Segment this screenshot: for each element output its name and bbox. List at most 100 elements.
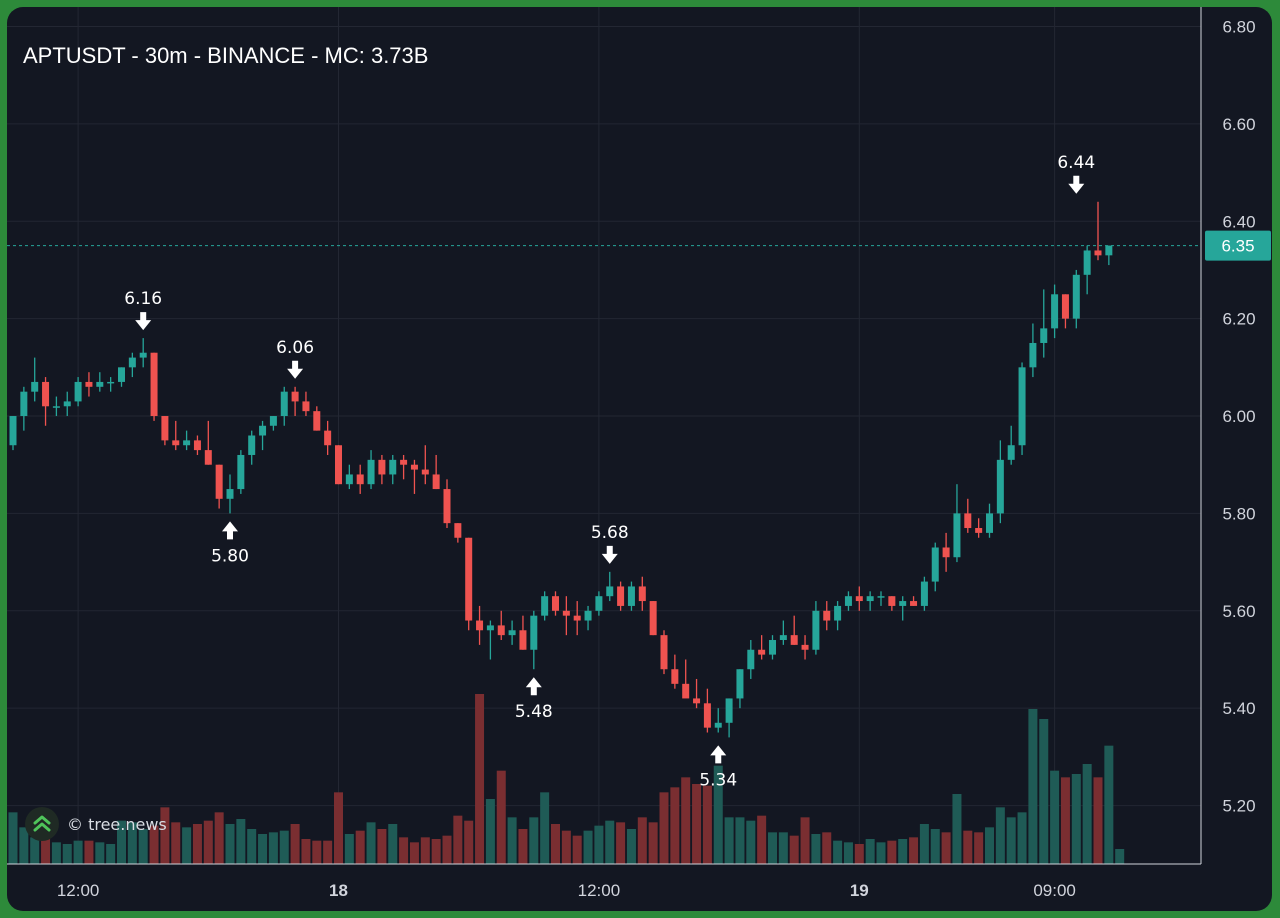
- low-price-label: 5.48: [515, 702, 553, 722]
- volume-bar: [963, 830, 973, 864]
- candle-body: [1083, 250, 1091, 275]
- candle-body: [660, 635, 668, 670]
- candle-body: [1018, 367, 1026, 446]
- candle-body: [291, 391, 299, 402]
- high-price-label: 5.68: [591, 523, 629, 543]
- annotation-layer: 6.16 5.80 6.06 5.48 5.68 5.34 6.44: [124, 153, 1095, 791]
- chart-title: APTUSDT - 30m - BINANCE - MC: 3.73B: [23, 43, 429, 68]
- price-tick-label: 6.40: [1222, 212, 1255, 231]
- candle-body: [562, 610, 570, 616]
- candle-body: [714, 722, 722, 728]
- candle-body: [617, 586, 625, 606]
- candle-body: [519, 630, 527, 650]
- volume-bar: [1071, 774, 1081, 864]
- low-price-label: 5.80: [211, 546, 249, 566]
- candle-body: [378, 459, 386, 475]
- high-price-label: 6.44: [1057, 153, 1095, 173]
- volume-bar: [344, 834, 354, 864]
- candle-body: [638, 586, 646, 602]
- volume-bar: [1115, 849, 1125, 864]
- volume-bar: [258, 834, 268, 864]
- arrow-down-icon: [601, 545, 618, 564]
- candle-body: [465, 537, 473, 621]
- candle-body: [107, 381, 115, 384]
- candle-body: [888, 596, 896, 606]
- volume-bar: [995, 807, 1005, 864]
- volume-bar: [1093, 777, 1103, 864]
- volume-bar: [171, 822, 181, 864]
- low-price-label: 5.34: [699, 770, 737, 790]
- candle-body: [335, 445, 342, 485]
- candle-body: [410, 464, 418, 470]
- volume-bar: [681, 777, 691, 864]
- arrow-down-icon: [287, 360, 304, 379]
- candle-body: [595, 596, 603, 611]
- volume-bar: [1104, 745, 1114, 864]
- volume-bar: [355, 830, 365, 864]
- candle-body: [345, 474, 353, 485]
- candle-body: [421, 469, 429, 475]
- candle-body: [42, 381, 50, 407]
- candle-body: [259, 425, 267, 436]
- price-tick-label: 6.20: [1222, 310, 1255, 329]
- volume-bar: [84, 840, 94, 864]
- price-tick-label: 6.80: [1222, 17, 1255, 36]
- tree-logo-icon: [25, 807, 59, 841]
- volume-bar: [19, 827, 29, 864]
- candle-body: [280, 391, 288, 417]
- volume-bar: [637, 817, 647, 864]
- price-tick-label: 6.60: [1222, 115, 1255, 134]
- candle-body: [812, 610, 820, 650]
- candle-body: [389, 459, 397, 475]
- candle-body: [834, 605, 842, 621]
- candle-body: [779, 635, 787, 641]
- time-tick-label: 12:00: [578, 881, 621, 900]
- candle-body: [953, 513, 961, 558]
- time-tick-label: 09:00: [1033, 881, 1076, 900]
- candle-body: [986, 513, 993, 533]
- candle-body: [855, 596, 863, 602]
- candle-body: [237, 454, 245, 490]
- candlestick-chart[interactable]: 6.16 5.80 6.06 5.48 5.68 5.34 6.44 6.80 6.60 6.4…: [7, 7, 1272, 911]
- candle-body: [400, 459, 408, 465]
- volume-bar: [138, 829, 148, 864]
- volume-bar: [453, 815, 463, 864]
- candle-body: [866, 596, 874, 602]
- candle-body: [248, 435, 256, 455]
- volume-bar: [192, 824, 202, 864]
- volume-bar: [887, 840, 897, 864]
- candle-body: [183, 440, 191, 446]
- volume-bar: [594, 825, 604, 864]
- candle-body: [31, 381, 39, 392]
- candle-body: [118, 367, 125, 382]
- grid-layer: [7, 7, 1201, 864]
- candle-body: [1051, 294, 1059, 329]
- candle-body: [52, 406, 60, 408]
- candle-body: [476, 620, 484, 631]
- volume-bar: [236, 819, 246, 864]
- candle-body: [769, 640, 776, 655]
- candle-body: [226, 489, 234, 499]
- arrow-up-icon: [710, 745, 727, 764]
- candle-layer: [9, 201, 1113, 738]
- candle-body: [128, 357, 136, 368]
- chart-frame: 6.16 5.80 6.06 5.48 5.68 5.34 6.44 6.80 6.60 6.4…: [7, 7, 1272, 911]
- candle-body: [693, 698, 701, 704]
- volume-bar: [127, 822, 137, 864]
- candle-body: [899, 601, 907, 606]
- volume-bar: [247, 829, 257, 864]
- volume-bar: [724, 817, 734, 864]
- candle-body: [606, 586, 614, 597]
- last-price-tag: [1205, 230, 1271, 261]
- candle-body: [324, 430, 332, 446]
- candle-body: [497, 625, 505, 636]
- candle-body: [356, 474, 364, 485]
- axis-layer: 6.80 6.60 6.40 6.20 6.00 5.80 5.60 5.40 5.20 12:0…: [7, 7, 1271, 900]
- candle-body: [703, 703, 711, 728]
- candle-body: [877, 596, 885, 598]
- volume-bar: [952, 794, 962, 864]
- volume-bar: [854, 844, 864, 864]
- volume-bar: [616, 822, 626, 864]
- candle-body: [150, 352, 158, 417]
- high-price-label: 6.16: [124, 289, 162, 309]
